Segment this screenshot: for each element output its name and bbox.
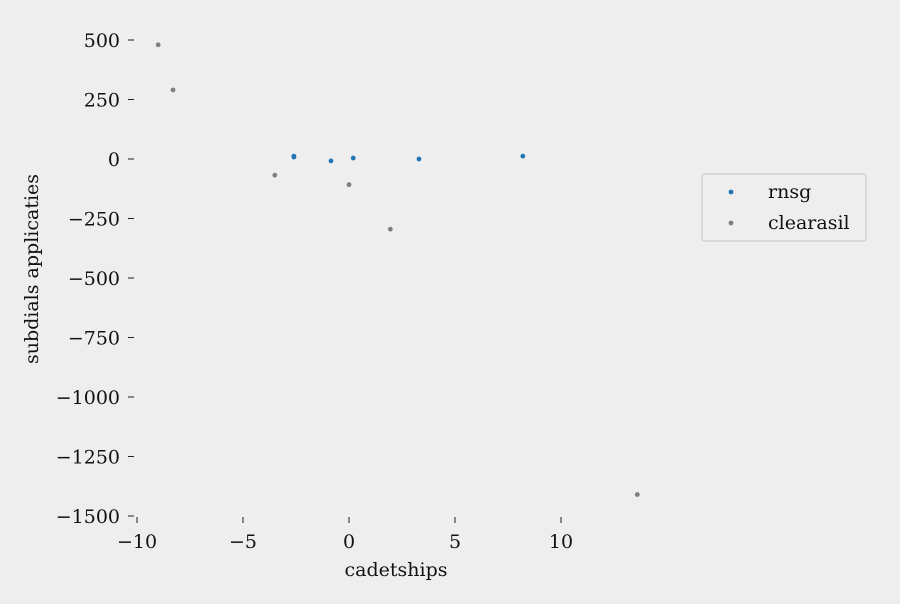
y-tick-label: −1000 [56,387,120,409]
legend: rnsg clearasil [701,173,867,242]
x-tick-label: 0 [343,531,355,553]
data-point-clearasil [155,42,161,48]
x-tick-label: −5 [229,531,257,553]
legend-label-clearasil: clearasil [768,212,850,234]
data-point-clearasil [346,182,352,188]
data-point-rnsg [291,154,297,160]
y-axis-title: subdials applicaties [21,174,43,364]
legend-marker-clearasil [728,220,734,226]
legend-box [701,173,867,242]
legend-label-rnsg: rnsg [768,181,811,203]
data-point-clearasil [387,226,393,232]
y-tick-label: −1250 [56,447,120,469]
data-point-clearasil [170,87,176,93]
y-axis: 500 250 0 −250 −500 −750 −1000 −1250 −1500 [56,30,134,528]
data-points [155,42,640,497]
x-axis: −10 −5 0 5 10 [117,517,573,553]
data-point-clearasil [272,172,278,178]
data-point-rnsg [350,155,356,161]
data-point-clearasil [634,492,640,497]
y-tick-label: −250 [68,209,120,231]
y-tick-label: 250 [84,90,120,112]
y-tick-label: 500 [84,30,120,52]
y-tick-label: 0 [108,149,120,171]
x-axis-title: cadetships [345,559,448,581]
y-tick-label: −500 [68,268,120,290]
data-point-rnsg [520,153,526,159]
data-point-rnsg [328,158,334,164]
x-tick-label: 5 [449,531,461,553]
legend-marker-rnsg [728,189,734,195]
x-tick-label: −10 [117,531,157,553]
x-tick-label: 10 [549,531,573,553]
y-tick-label: −1500 [56,506,120,528]
y-tick-label: −750 [68,328,120,350]
data-point-rnsg [416,156,422,162]
